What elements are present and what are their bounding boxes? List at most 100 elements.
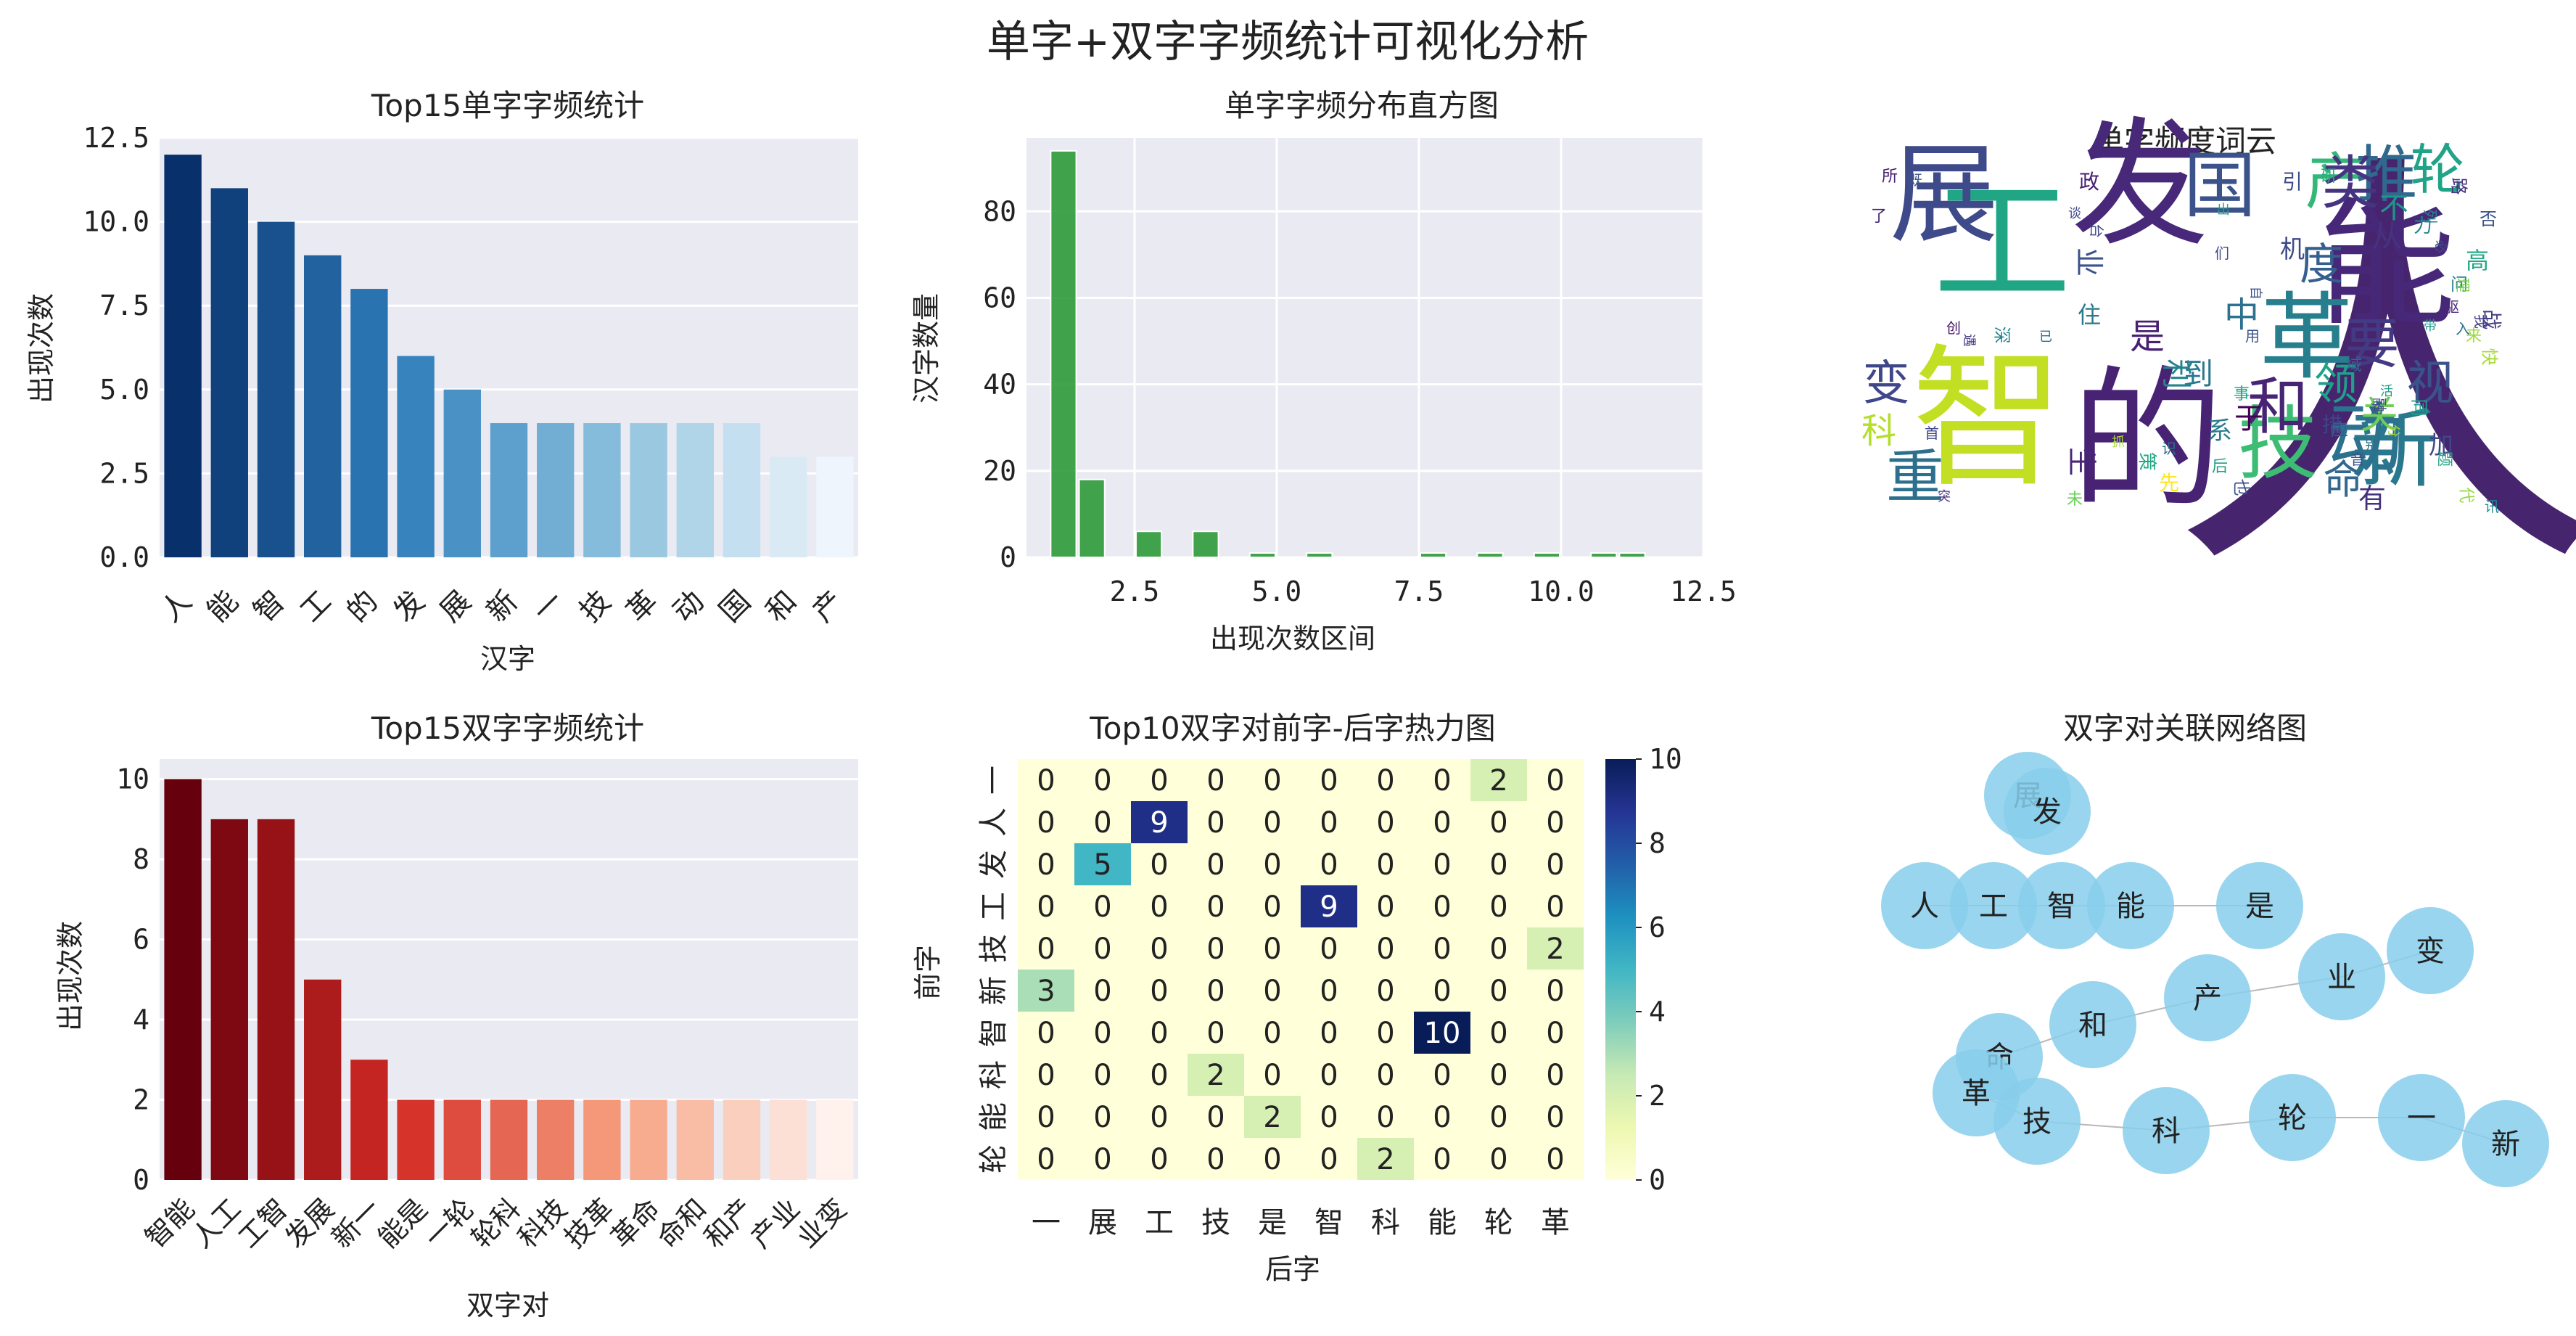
heatmap-cell <box>1470 970 1527 1012</box>
wordcloud-word: 发 <box>2071 104 2209 265</box>
network-node <box>2087 862 2174 949</box>
wordcloud-word: 所 <box>1882 168 1898 186</box>
network-node <box>2018 862 2105 949</box>
heatmap-value: 0 <box>1263 1017 1281 1050</box>
x-tick-label: 工 <box>294 584 338 628</box>
heatmap-cell <box>1244 1012 1301 1054</box>
wordcloud-word: 高 <box>2466 247 2489 274</box>
network-node-label: 技 <box>2022 1105 2052 1139</box>
heatmap-cell <box>1301 801 1357 843</box>
bar <box>397 1099 435 1180</box>
histogram-bar <box>1248 552 1276 559</box>
network-node <box>2387 907 2474 994</box>
heatmap-cell <box>1301 1012 1357 1054</box>
heatmap-cell <box>1074 1012 1131 1054</box>
heatmap-value: 0 <box>1546 1059 1564 1092</box>
y-tick-label: 10.0 <box>83 206 149 238</box>
heatmap-value: 9 <box>1320 890 1338 924</box>
y-tick-label: 发 <box>977 850 1011 879</box>
wordcloud-word: 生 <box>2065 447 2098 476</box>
heatmap-cell <box>1074 970 1131 1012</box>
heatmap-value: 0 <box>1489 806 1507 840</box>
y-tick-label: 5.0 <box>99 374 149 406</box>
x-tick-label: 发 <box>387 584 432 628</box>
wordcloud-word: 类 <box>2321 149 2379 217</box>
heatmap-value: 0 <box>1150 933 1168 966</box>
wordcloud-word: 从 <box>2371 218 2402 254</box>
heatmap-value: 0 <box>1150 890 1168 924</box>
heatmap-value: 0 <box>1546 1017 1564 1050</box>
bar <box>257 819 295 1180</box>
wordcloud-word: 引 <box>2282 170 2303 194</box>
heatmap-cell <box>1301 1096 1357 1138</box>
heatmap-cell <box>1357 970 1414 1012</box>
x-tick-label: 能是 <box>372 1192 434 1254</box>
heatmap-cell <box>1131 801 1188 843</box>
heatmap-cell <box>1244 801 1301 843</box>
heatmap-cell <box>1414 1012 1470 1054</box>
heatmap-value: 2 <box>1263 1101 1281 1134</box>
heatmap-cell <box>1074 885 1131 927</box>
x-tick-label: 的 <box>340 584 384 628</box>
heatmap-value: 0 <box>1093 1017 1111 1050</box>
x-tick-label: 展 <box>434 584 478 628</box>
heatmap-cell <box>1301 927 1357 970</box>
y-tick-label: 7.5 <box>99 290 149 321</box>
heatmap-value: 0 <box>1433 1059 1451 1092</box>
wordcloud-word: 带 <box>2424 319 2437 334</box>
y-tick-label: 人 <box>977 808 1011 837</box>
heatmap-value: 0 <box>1093 975 1111 1008</box>
heatmap-value: 0 <box>1206 890 1225 924</box>
wordcloud-word: 革 <box>2260 282 2354 393</box>
heatmap-cell <box>1470 885 1527 927</box>
colorbar-tick-label: 0 <box>1649 1164 1666 1196</box>
heatmap-cell <box>1301 843 1357 885</box>
heatmap-value: 0 <box>1037 1143 1055 1176</box>
wordcloud-word: 首 <box>1925 425 1939 442</box>
heatmap-cell <box>1131 843 1188 885</box>
heatmap-value: 0 <box>1546 764 1564 798</box>
wordcloud-word: 应 <box>2331 419 2348 440</box>
heatmap-cell <box>1244 1096 1301 1138</box>
network-node-label: 变 <box>2416 935 2445 968</box>
bar <box>583 423 621 557</box>
chart-title: Top15单字字频统计 <box>371 88 644 123</box>
y-tick-label: 新 <box>977 976 1011 1005</box>
wordcloud-word: 融 <box>2371 398 2388 412</box>
bar <box>630 1099 667 1180</box>
x-tick-label: 业变 <box>791 1192 852 1254</box>
wordcloud-word: 理 <box>2454 278 2472 292</box>
y-tick-label: 2.5 <box>99 457 149 489</box>
network-node-label: 人 <box>1910 890 1939 923</box>
chart-title: Top15双字字频统计 <box>371 710 644 746</box>
heatmap-value: 0 <box>1093 933 1111 966</box>
wordcloud-word: 活 <box>2380 384 2393 399</box>
heatmap-value: 0 <box>1206 806 1225 840</box>
heatmap-value: 3 <box>1037 975 1055 1008</box>
histogram-bar <box>1533 552 1560 559</box>
heatmap-cell <box>1527 759 1584 801</box>
x-tick-label: 智能 <box>139 1192 201 1254</box>
heatmap-value: 0 <box>1433 848 1451 882</box>
wordcloud-word: 出 <box>2217 202 2230 218</box>
heatmap-cell <box>1188 843 1244 885</box>
x-tick-label: 展 <box>1088 1206 1117 1239</box>
heatmap-cell <box>1357 843 1414 885</box>
wordcloud-word: 系 <box>2207 417 2232 446</box>
heatmap-value: 0 <box>1489 1059 1507 1092</box>
wordcloud-word: 是 <box>2130 316 2165 357</box>
y-tick-label: 一 <box>977 766 1011 795</box>
chart-title: Top10双字对前字-后字热力图 <box>1089 710 1495 746</box>
network-node-label: 业 <box>2327 961 2356 994</box>
heatmap-value: 0 <box>1320 806 1338 840</box>
heatmap-value: 0 <box>1320 933 1338 966</box>
wordcloud-word: 必 <box>2433 240 2448 253</box>
x-tick-label: 一 <box>1032 1206 1061 1239</box>
wordcloud-word: 来 <box>2466 327 2482 345</box>
wordcloud-word: 于 <box>2234 402 2263 435</box>
y-tick-label: 0 <box>133 1164 149 1196</box>
heatmap-value: 0 <box>1037 764 1055 798</box>
y-tick-label: 20 <box>983 455 1016 487</box>
heatmap-cell <box>1357 801 1414 843</box>
heatmap-cell <box>1074 759 1131 801</box>
